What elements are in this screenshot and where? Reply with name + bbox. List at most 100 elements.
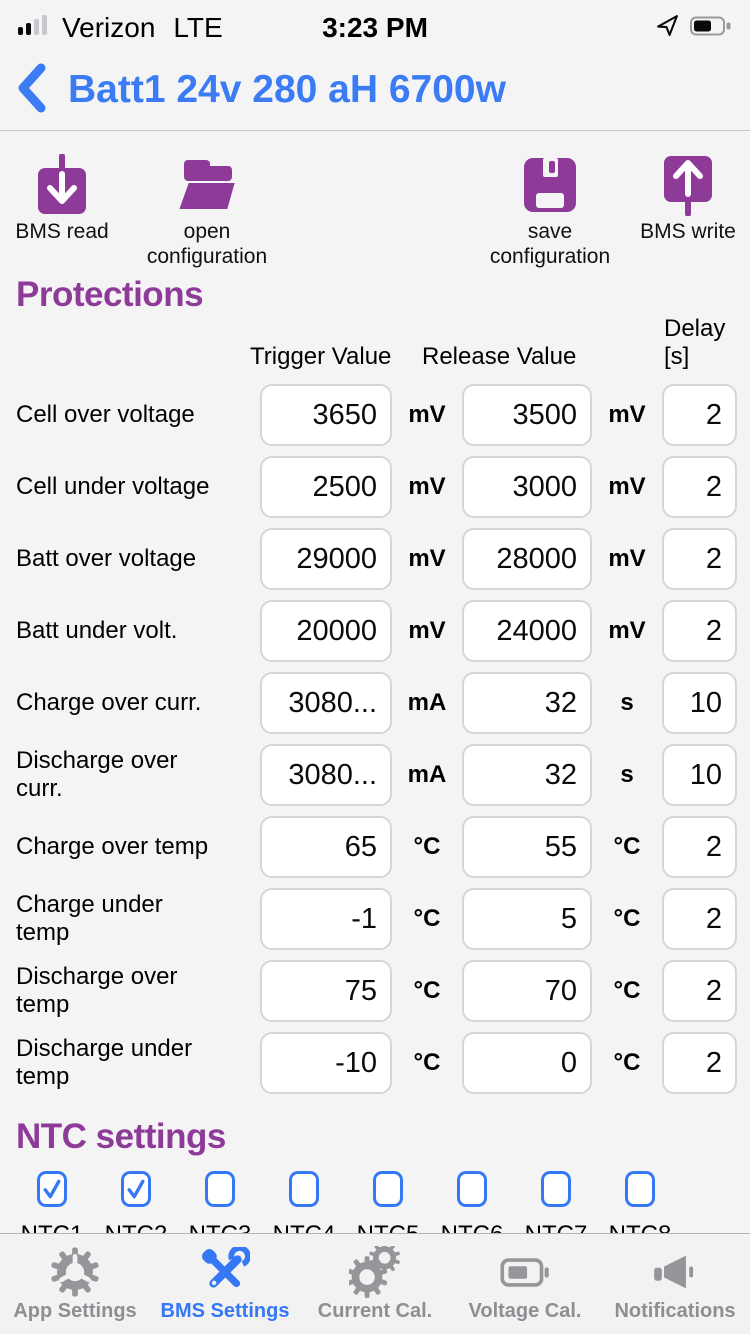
bms-write-label: BMS write [640,220,736,243]
open-configuration-button[interactable]: open configuration [125,153,289,269]
trigger-value-input[interactable] [260,744,392,806]
release-unit: mV [608,473,646,500]
release-value-input[interactable] [462,672,592,734]
checkbox[interactable] [205,1171,235,1207]
trigger-unit: mA [407,761,447,788]
bms-write-button[interactable]: BMS write [632,153,744,244]
row-label: Batt over voltage [16,545,197,572]
row-label: Cell under voltage [16,473,210,500]
release-unit: mV [608,545,646,572]
trigger-unit: mV [408,473,446,500]
release-value-input[interactable] [462,600,592,662]
tab-label: Current Cal. [317,1300,433,1322]
save-configuration-button[interactable]: save configuration [468,153,632,269]
trigger-value-input[interactable] [260,456,392,518]
delay-input[interactable] [662,384,737,446]
checkbox[interactable] [541,1171,571,1207]
delay-input[interactable] [662,960,737,1022]
tab-label: Voltage Cal. [468,1300,582,1322]
carrier-label: Verizon [62,12,156,43]
clock: 3:23 PM [322,12,428,43]
trigger-value-input[interactable] [260,528,392,590]
bms-read-button[interactable]: BMS read [6,153,118,244]
trigger-value-input[interactable] [260,600,392,662]
row-label: Discharge under temp [16,1035,193,1090]
table-row: Discharge under temp °C °C [0,1027,750,1099]
checkbox[interactable] [37,1171,67,1207]
release-unit: °C [613,833,641,860]
download-icon [34,153,90,217]
protections-table-header: Trigger Value Release Value Delay [s] [0,315,750,379]
release-value-input[interactable] [462,960,592,1022]
nav-bar: Batt1 24v 280 aH 6700w [0,50,750,131]
trigger-value-input[interactable] [260,888,392,950]
checkbox[interactable] [289,1171,319,1207]
release-value-input[interactable] [462,528,592,590]
release-value-input[interactable] [462,1032,592,1094]
delay-input[interactable] [662,888,737,950]
tab-label: App Settings [13,1300,137,1322]
table-row: Cell over voltage mV mV [0,379,750,451]
trigger-value-input[interactable] [260,960,392,1022]
trigger-value-input[interactable] [260,672,392,734]
checkbox[interactable] [373,1171,403,1207]
release-unit: °C [613,977,641,1004]
release-unit: °C [613,1049,641,1076]
row-label: Discharge over curr. [16,747,178,802]
trigger-unit: mV [408,617,446,644]
delay-input[interactable] [662,1032,737,1094]
delay-input[interactable] [662,600,737,662]
table-row: Charge under temp °C °C [0,883,750,955]
trigger-unit: °C [413,833,441,860]
save-configuration-label: save configuration [489,220,611,268]
delay-input[interactable] [662,456,737,518]
row-label: Cell over voltage [16,401,195,428]
network-label: LTE [173,12,223,43]
bms-read-label: BMS read [15,220,109,243]
tab-label: BMS Settings [160,1300,290,1322]
release-value-input[interactable] [462,456,592,518]
table-row: Charge over curr. mA s [0,667,750,739]
delay-input[interactable] [662,816,737,878]
delay-input[interactable] [662,672,737,734]
gear-icon [50,1244,100,1300]
signal-bars-icon [18,15,52,41]
trigger-value-input[interactable] [260,1032,392,1094]
table-row: Charge over temp °C °C [0,811,750,883]
release-unit: mV [608,401,646,428]
table-row: Cell under voltage mV mV [0,451,750,523]
release-unit: °C [613,905,641,932]
delay-input[interactable] [662,744,737,806]
row-label: Charge under temp [16,891,163,946]
release-value-input[interactable] [462,888,592,950]
protections-table: Cell over voltage mV mV Cell under volta… [0,379,750,1099]
delay-input[interactable] [662,528,737,590]
release-unit: s [620,761,634,788]
release-value-input[interactable] [462,384,592,446]
trigger-unit: °C [413,977,441,1004]
table-row: Batt over voltage mV mV [0,523,750,595]
tab-bms-settings[interactable]: BMS Settings [150,1234,300,1334]
release-value-input[interactable] [462,816,592,878]
tab-voltage-cal[interactable]: Voltage Cal. [450,1234,600,1334]
trigger-unit: °C [413,905,441,932]
delay-column-header: Delay [s] [664,315,726,370]
back-button[interactable] [16,62,60,118]
trigger-value-input[interactable] [260,816,392,878]
tab-notifications[interactable]: Notifications [600,1234,750,1334]
tab-app-settings[interactable]: App Settings [0,1234,150,1334]
row-label: Batt under volt. [16,617,178,644]
checkbox[interactable] [121,1171,151,1207]
chevron-left-icon [16,63,46,118]
trigger-value-input[interactable] [260,384,392,446]
battery-icon [500,1244,550,1300]
location-arrow-icon [655,13,680,43]
tab-current-cal[interactable]: Current Cal. [300,1234,450,1334]
release-value-input[interactable] [462,744,592,806]
checkbox[interactable] [457,1171,487,1207]
gears-icon [349,1244,401,1300]
trigger-unit: mV [408,545,446,572]
checkbox[interactable] [625,1171,655,1207]
tab-bar: App Settings BMS Settings Current Cal. [0,1233,750,1334]
row-label: Charge over curr. [16,689,202,716]
